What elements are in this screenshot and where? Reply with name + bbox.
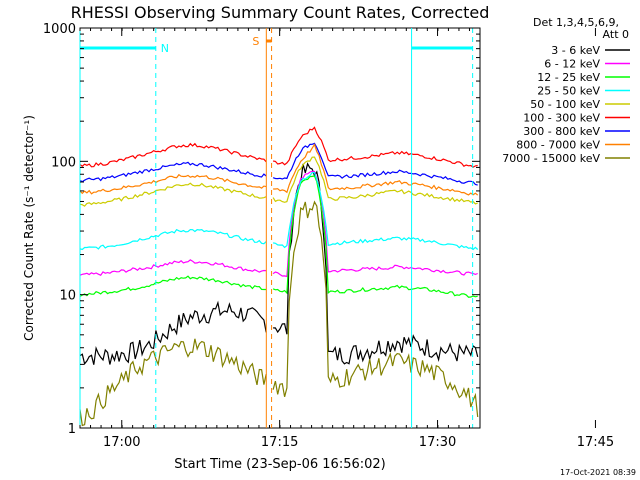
legend-entry-label: 300 - 800 keV xyxy=(523,125,600,138)
legend-header: Det 1,3,4,5,6,9, xyxy=(533,16,619,29)
y-tick-label: 10 xyxy=(59,289,76,304)
chart-title: RHESSI Observing Summary Count Rates, Co… xyxy=(71,3,490,22)
x-tick-label: 17:30 xyxy=(419,435,456,450)
series-line-5 xyxy=(79,126,478,168)
x-axis-label: Start Time (23-Sep-06 16:56:02) xyxy=(174,457,385,472)
series-line-1 xyxy=(79,170,478,278)
series-line-7 xyxy=(79,143,479,196)
legend-header: Att 0 xyxy=(603,28,629,41)
legend-entry-label: 50 - 100 keV xyxy=(530,98,600,111)
x-tick-label: 17:15 xyxy=(261,435,298,450)
footer-date: 17-Oct-2021 08:39 xyxy=(560,468,636,477)
legend-entry-label: 800 - 7000 keV xyxy=(516,139,600,152)
legend-entry-label: 100 - 300 keV xyxy=(523,112,600,125)
y-tick-label: 1000 xyxy=(43,22,76,37)
series-line-6 xyxy=(79,142,478,186)
legend-entry-label: 6 - 12 keV xyxy=(544,58,600,71)
y-axis-label: Corrected Count Rate (s⁻¹ detector⁻¹) xyxy=(22,115,36,341)
x-tick-label: 17:45 xyxy=(577,435,614,450)
series-line-8 xyxy=(79,200,479,427)
saa-label: S xyxy=(252,35,259,48)
legend-entry-label: 12 - 25 keV xyxy=(537,71,600,84)
legend-entry-label: 3 - 6 keV xyxy=(551,44,600,57)
y-tick-label: 1 xyxy=(68,422,76,437)
plot-area: NS xyxy=(79,27,481,429)
legend-entry-label: 7000 - 15000 keV xyxy=(502,152,600,165)
series-line-4 xyxy=(79,156,478,207)
night-label: N xyxy=(161,42,169,55)
y-tick-label: 100 xyxy=(51,155,76,170)
y-axis: 1 10 100 1000 xyxy=(43,22,480,437)
series-line-3 xyxy=(79,172,479,251)
x-tick-label: 17:00 xyxy=(103,435,140,450)
series-line-2 xyxy=(79,175,478,298)
legend-entry-label: 25 - 50 keV xyxy=(537,85,600,98)
series-line-0 xyxy=(79,162,479,366)
